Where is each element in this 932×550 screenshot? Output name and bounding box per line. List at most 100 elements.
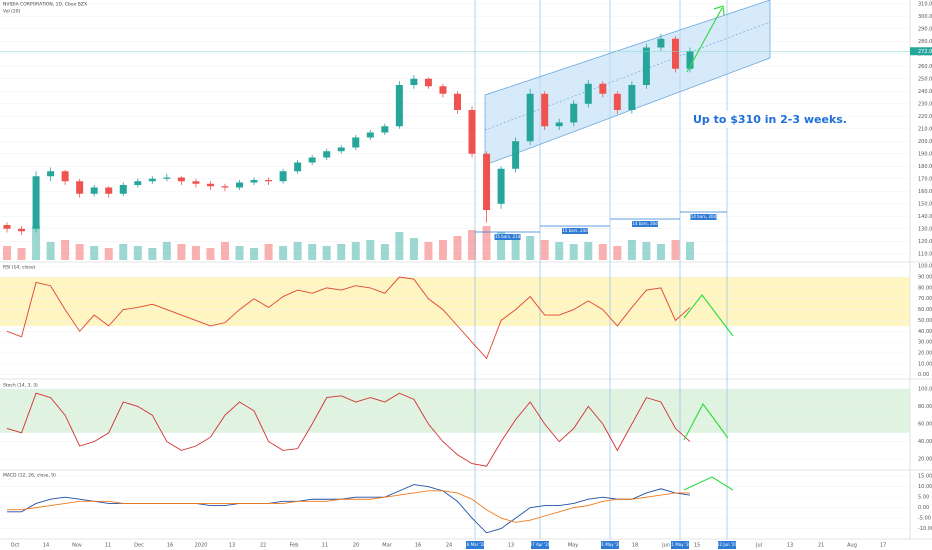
y-tick-label: 10.00 (918, 361, 932, 367)
y-tick-label: 240.00 (918, 89, 932, 95)
volume-bar (497, 232, 506, 260)
band (0, 388, 910, 433)
stoch-label: Stoch (14, 3, 3) (3, 383, 38, 389)
marker-box (466, 541, 484, 549)
x-tick-label: 2020 (195, 543, 208, 549)
y-tick-label: 130.00 (918, 226, 932, 232)
range-label: 15 bars, 21d (495, 234, 521, 239)
x-tick-label: 14 (43, 543, 49, 549)
candle-body (657, 38, 665, 48)
y-tick-label: 170.00 (918, 176, 932, 182)
x-tick-label: 21 (818, 543, 824, 549)
candle-body (395, 85, 403, 127)
candle-body (512, 141, 520, 169)
volume-bar (264, 244, 273, 260)
candle-body (90, 187, 98, 194)
volume-bar (104, 248, 113, 260)
x-tick-label: Oct (11, 543, 20, 549)
candle-body (613, 93, 621, 110)
candle-body (526, 93, 534, 142)
y-tick-label: -10.00 (918, 526, 932, 532)
y-tick-label: 30.00 (918, 340, 932, 346)
x-tick-label: 13 (508, 543, 514, 549)
volume-bar (61, 240, 70, 260)
volume-bar (424, 242, 433, 260)
arrow-head (713, 5, 725, 16)
y-tick-label: 220.00 (918, 114, 932, 120)
volume-bar (206, 248, 215, 260)
y-tick-label: 40.00 (918, 329, 932, 335)
x-tick-label: 18 (632, 543, 638, 549)
y-tick-label: 5.00 (918, 495, 929, 501)
arrow (683, 294, 734, 337)
volume-bar (322, 246, 331, 260)
x-tick-label: Jul (755, 543, 762, 549)
y-tick-label: 150.00 (918, 201, 932, 207)
y-tick-label: 180.00 (918, 164, 932, 170)
y-tick-label: 20.00 (918, 351, 932, 357)
candle-body (570, 103, 578, 123)
candle-body (3, 225, 11, 229)
x-tick-label: Mar (382, 543, 392, 549)
volume-bar (656, 244, 665, 260)
volume-bar (220, 242, 229, 260)
candle-body (381, 126, 389, 133)
plots: 15 bars, 21d 15 bars, 24d 14 bars, 20d 14 b… (0, 33, 910, 534)
volume-bar (511, 238, 520, 260)
volume-bar (17, 248, 26, 260)
x-tick-label: 20 (353, 543, 359, 549)
arrow (686, 7, 723, 73)
macd-label: MACD (12, 26, close, 9) (3, 473, 56, 479)
line (6, 392, 691, 467)
candle-body (221, 186, 229, 188)
x-tick-label: 11 (105, 543, 111, 549)
candle-body (308, 157, 316, 163)
volume-bar (293, 242, 302, 260)
x-tick-label: Aug (847, 543, 857, 549)
volume-bar (540, 240, 549, 260)
volume-bar (555, 242, 564, 260)
candle-body (555, 122, 563, 127)
y-tick-label: 120.00 (918, 239, 932, 245)
candle-body (584, 83, 592, 104)
x-tick-label: 17 (880, 543, 886, 549)
marker-label: 21 May '20 (669, 542, 692, 547)
y-tick-label: 40.00 (918, 439, 932, 445)
channel-mid (484, 21, 771, 131)
y-tick-label: 140.00 (918, 214, 932, 220)
candle-body (163, 177, 171, 179)
range-label: 15 bars, 24d (562, 228, 588, 233)
candle-body (47, 171, 55, 177)
y-tick-label: 210.00 (918, 126, 932, 132)
y-tick-label: 0.00 (918, 505, 929, 511)
y-tick-label: 60.00 (918, 307, 932, 313)
volume-bar (119, 244, 128, 260)
y-tick-label: 110.00 (918, 251, 932, 257)
candle-body (18, 228, 26, 232)
candle-body (366, 132, 374, 138)
volume-bar (133, 246, 142, 260)
y-tick-label: 300.00 (918, 14, 932, 20)
candle-body (541, 93, 549, 127)
range-box (690, 214, 717, 220)
candle-body (424, 78, 432, 87)
marker-box (671, 541, 689, 549)
x-tick-label: Feb (290, 543, 299, 549)
candle-body (468, 110, 476, 154)
marker-box (601, 541, 619, 549)
y-tick-label: 10.00 (918, 484, 932, 490)
line (7, 490, 690, 523)
y-tick-label: 0.00 (918, 372, 929, 378)
x-tick-label: 13 (787, 543, 793, 549)
y-tick-label: 100.00 (918, 386, 932, 392)
y-tick-label: 310.00 (918, 1, 932, 7)
candle-body (642, 47, 650, 85)
marker-box (531, 541, 549, 549)
volume-bar (366, 240, 375, 260)
x-tick-label: 16 (167, 543, 173, 549)
y-tick-label: -5.00 (918, 516, 931, 522)
volume-bar (598, 244, 607, 260)
volume-bar (148, 248, 157, 260)
volume-bar (686, 242, 694, 260)
